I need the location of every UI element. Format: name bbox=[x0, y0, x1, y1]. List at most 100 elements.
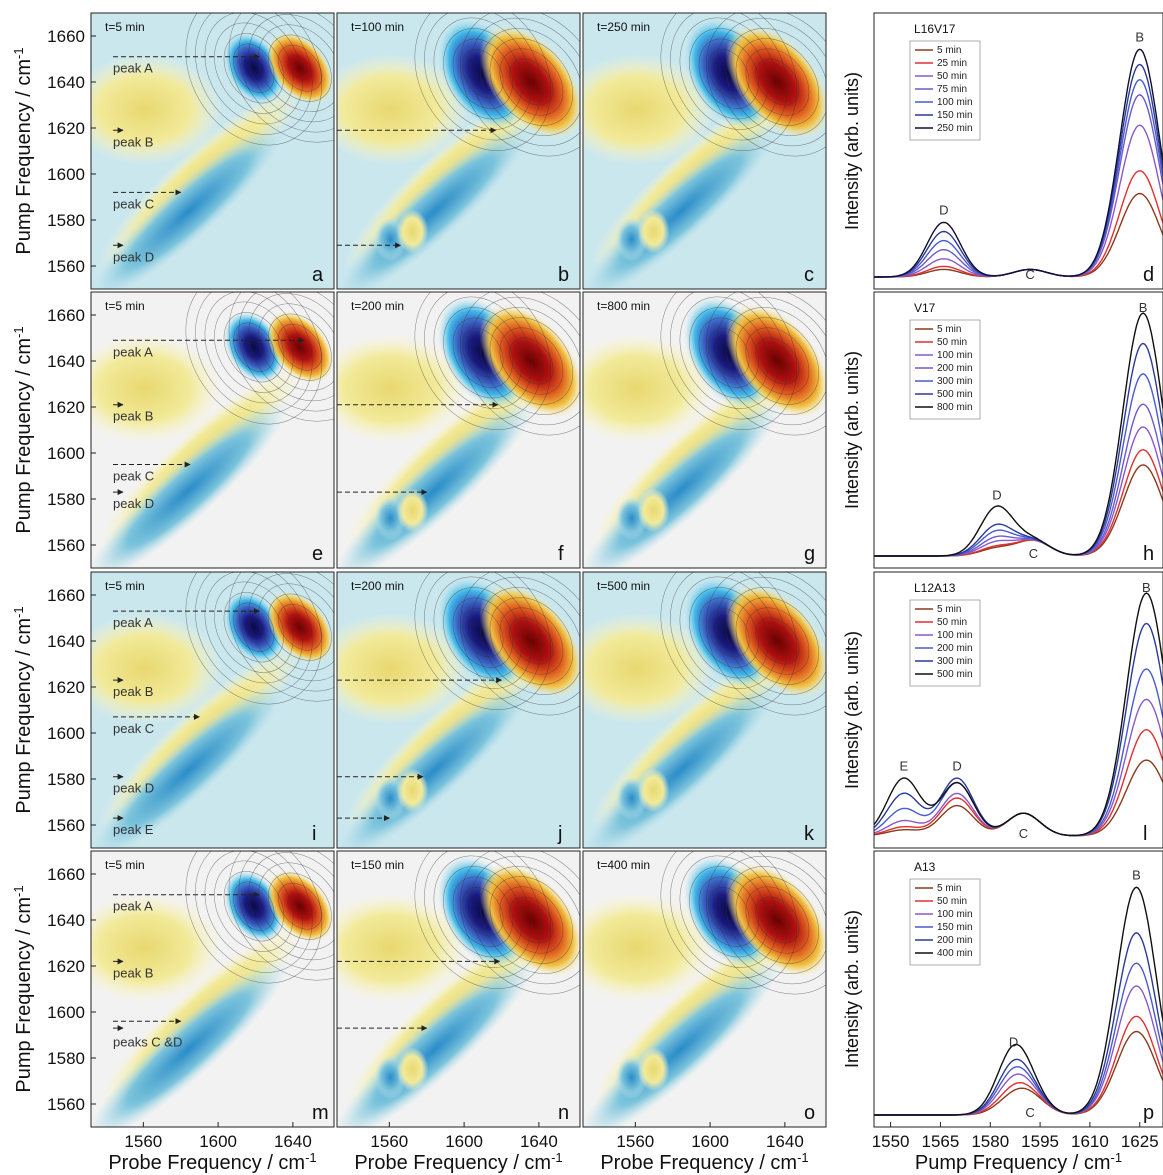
y-tick-label: 1600 bbox=[47, 444, 85, 463]
y-tick-label: 1640 bbox=[47, 352, 85, 371]
contour-region bbox=[396, 768, 429, 813]
contour-line bbox=[233, 43, 275, 93]
contour-line bbox=[735, 38, 820, 126]
x-axis-label-unit-exponent: -1 bbox=[551, 1150, 563, 1165]
contour-line bbox=[195, 292, 313, 414]
contour-line bbox=[443, 28, 523, 120]
contour-region bbox=[91, 892, 223, 1003]
contour-line bbox=[689, 587, 769, 679]
spectrum-peak-label: C bbox=[1019, 826, 1028, 841]
panel-frame bbox=[582, 12, 827, 290]
legend-entry: 300 min bbox=[937, 376, 973, 387]
legend-entry: 800 min bbox=[937, 402, 973, 413]
contour-region bbox=[337, 892, 469, 1003]
y-axis-label: Intensity (arb. units) bbox=[842, 72, 862, 230]
y-tick-label: 1580 bbox=[47, 490, 85, 509]
x-tick-label: 1600 bbox=[445, 1132, 483, 1151]
panel-letter: a bbox=[312, 264, 324, 286]
x-tick-label: 1625 bbox=[1121, 1132, 1159, 1151]
panel-letter: l bbox=[1143, 823, 1147, 845]
contour-region bbox=[637, 1047, 670, 1092]
peak-label: peak A bbox=[113, 615, 153, 630]
peak-label: peak D bbox=[113, 496, 154, 511]
panel-letter: m bbox=[312, 1102, 329, 1124]
y-tick-label: 1560 bbox=[47, 816, 85, 835]
panel-frame bbox=[90, 12, 335, 290]
panel-letter: f bbox=[558, 543, 564, 565]
legend: 5 min 50 min 100 min 150 min 200 min 400 min bbox=[909, 878, 981, 966]
spectrum-peak-label: C bbox=[1025, 1105, 1034, 1120]
contour-region bbox=[637, 768, 670, 813]
panel-letter: p bbox=[1143, 1102, 1154, 1124]
legend-box bbox=[909, 599, 981, 687]
contour-region bbox=[91, 54, 223, 165]
contour-line bbox=[499, 886, 564, 954]
y-tick-label: 1660 bbox=[47, 27, 85, 46]
legend-entry: 50 min bbox=[937, 71, 967, 82]
contour-line bbox=[725, 307, 826, 415]
legend: 5 min 50 min 100 min 200 min 300 min 500 min 8… bbox=[909, 319, 981, 420]
contour-region bbox=[583, 892, 715, 1003]
contour-region bbox=[396, 209, 429, 254]
time-label: t=200 min bbox=[351, 299, 404, 313]
contour-line bbox=[462, 49, 504, 99]
panel-frame bbox=[336, 571, 581, 849]
contour-line bbox=[214, 860, 294, 952]
spectrum-frame bbox=[873, 291, 1163, 569]
contour-line bbox=[660, 851, 797, 989]
contour-line bbox=[195, 572, 313, 694]
spectrum-peak-label: C bbox=[1025, 267, 1034, 282]
spectrum-title: L12A13 bbox=[914, 581, 956, 595]
spectrum-series-line bbox=[874, 592, 1163, 837]
time-label: t=5 min bbox=[105, 579, 145, 593]
contour-line bbox=[414, 572, 551, 710]
spectrum-peak-label: D bbox=[1009, 1034, 1018, 1049]
spectrum-peak-label: D bbox=[992, 487, 1001, 502]
contour-line bbox=[660, 292, 797, 430]
contour-line bbox=[725, 866, 826, 974]
contour-line bbox=[248, 852, 334, 961]
spectrum-series-line bbox=[874, 886, 1163, 1116]
contour-line bbox=[689, 866, 769, 958]
contour-line bbox=[248, 293, 334, 402]
contour-line bbox=[735, 597, 820, 685]
panel-frame bbox=[90, 850, 335, 1128]
contour-region bbox=[337, 613, 469, 724]
contour-line bbox=[238, 292, 334, 412]
contour-panel-e: t=5 min e peak A peak B peak C peak D 1560 1580… bbox=[11, 291, 335, 569]
x-tick-label: 1595 bbox=[1021, 1132, 1059, 1151]
contour-line bbox=[755, 337, 800, 385]
contour-region bbox=[91, 333, 223, 444]
contour-line bbox=[258, 303, 334, 391]
contour-region bbox=[337, 54, 469, 165]
legend-entry: 200 min bbox=[937, 363, 973, 374]
spectrum-frame bbox=[873, 571, 1163, 849]
contour-line bbox=[509, 896, 554, 944]
contour-panel-f: t=200 min f bbox=[336, 291, 581, 569]
y-axis-label-unit-exponent: -1 bbox=[11, 885, 26, 897]
contour-line bbox=[499, 607, 564, 675]
contour-line bbox=[195, 851, 313, 973]
x-axis-label: Probe Frequency / cm-1 bbox=[354, 1150, 562, 1174]
contour-region bbox=[91, 678, 290, 848]
contour-line bbox=[509, 337, 554, 385]
panel-letter: n bbox=[558, 1102, 569, 1124]
x-tick-label: 1640 bbox=[520, 1132, 558, 1151]
contour-line bbox=[735, 317, 820, 405]
contour-line bbox=[509, 58, 554, 106]
y-axis-label: Pump Frequency / cm-1 bbox=[11, 606, 35, 813]
x-tick-label: 1560 bbox=[124, 1132, 162, 1151]
contour-line bbox=[414, 13, 551, 151]
contour-region bbox=[637, 488, 670, 533]
peak-label: peak B bbox=[113, 965, 153, 980]
contour-line bbox=[443, 587, 523, 679]
contour-line bbox=[479, 587, 580, 695]
contour-line bbox=[716, 576, 826, 706]
contour-panel-g: t=800 min g bbox=[582, 291, 827, 569]
x-tick-label: 1600 bbox=[691, 1132, 729, 1151]
legend-entry: 5 min bbox=[937, 604, 961, 615]
y-tick-label: 1640 bbox=[47, 911, 85, 930]
x-tick-label: 1550 bbox=[872, 1132, 910, 1151]
y-tick-label: 1660 bbox=[47, 586, 85, 605]
y-tick-label: 1560 bbox=[47, 1095, 85, 1114]
